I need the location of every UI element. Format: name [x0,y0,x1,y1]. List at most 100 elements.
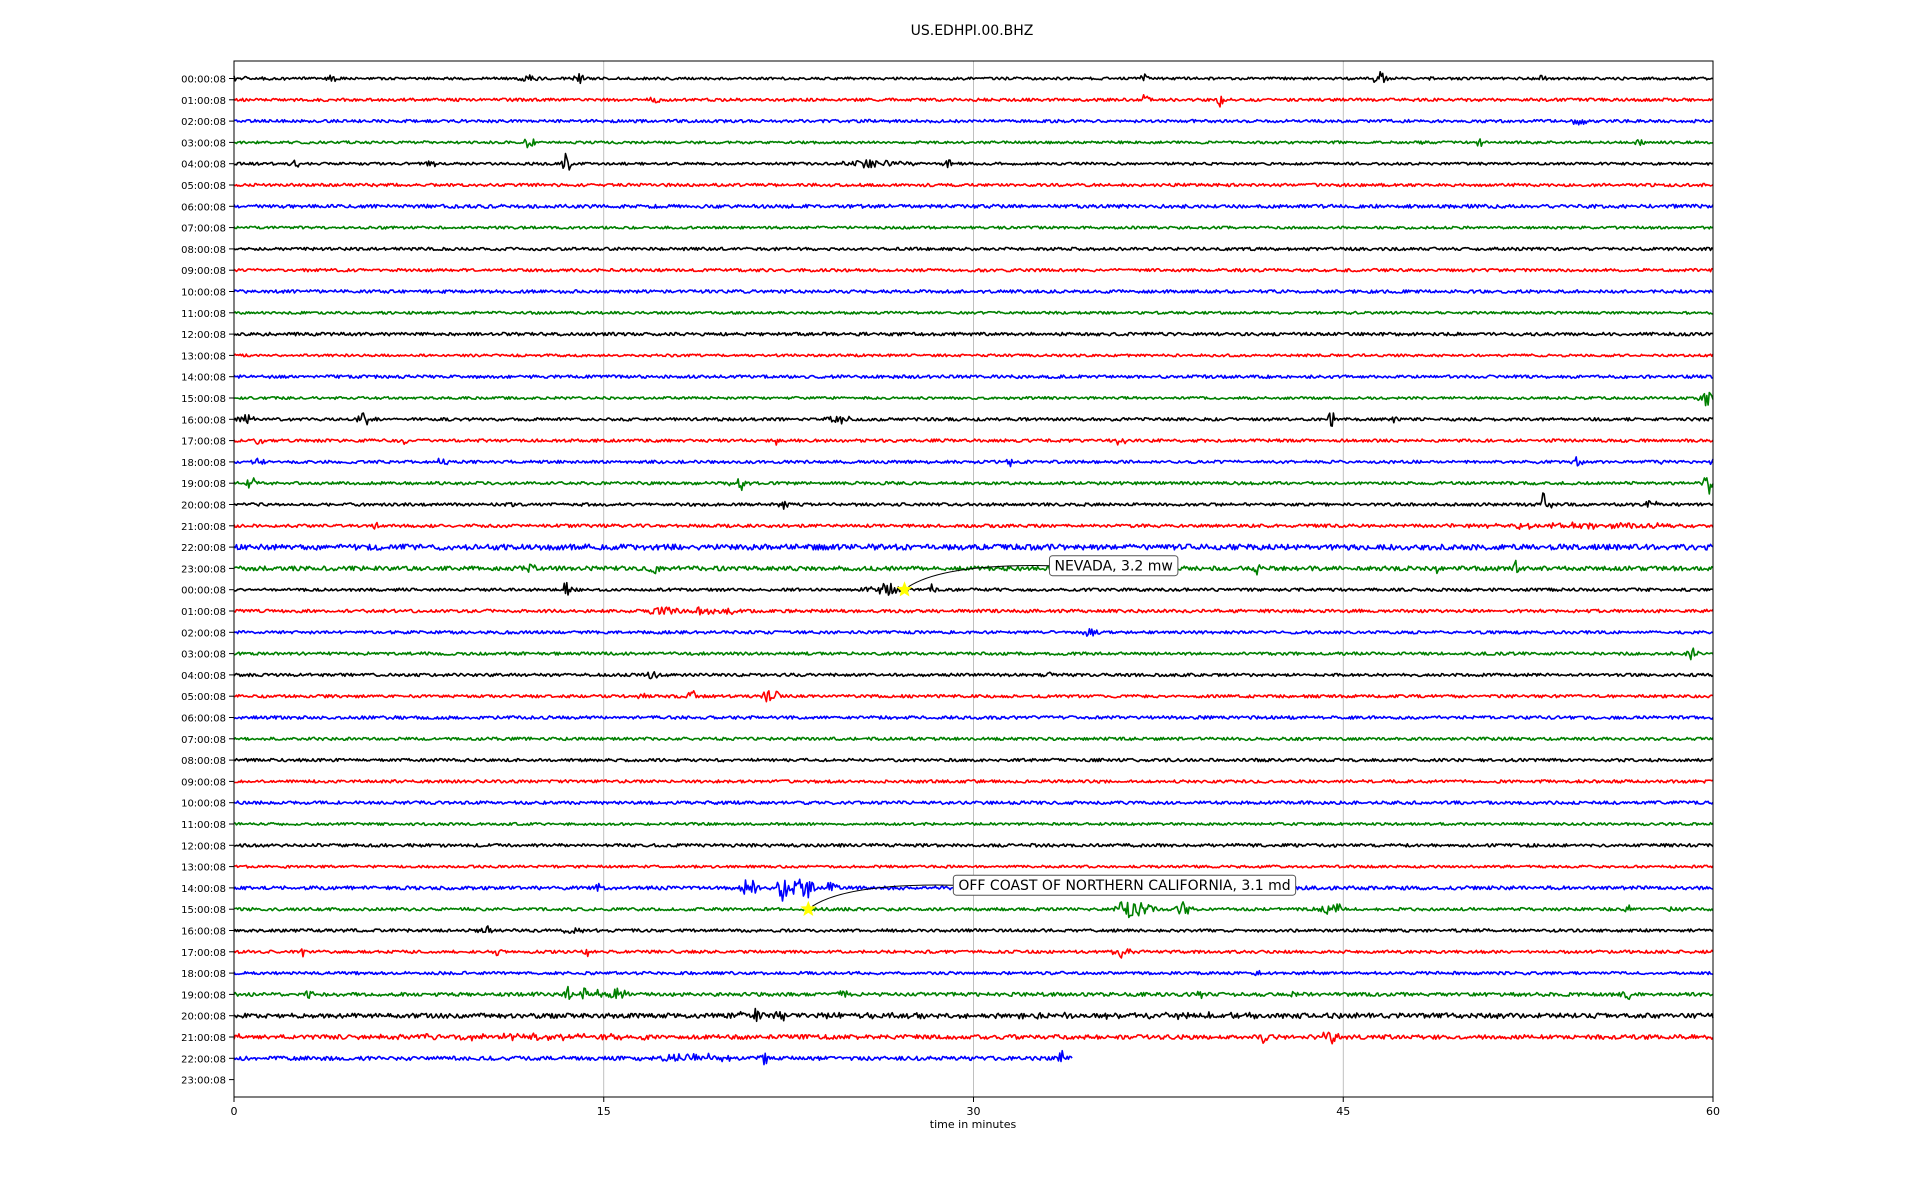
event-annotation: NEVADA, 3.2 mw [896,555,1179,597]
trace-row [233,715,1714,720]
trace-row [233,779,1714,784]
trace-row [233,1049,1073,1066]
row-time-label: 12:00:08 [181,330,226,341]
trace-row [233,438,1714,446]
chart-title: US.EDHPI.00.BHZ [911,23,1034,39]
trace-row [233,581,1714,596]
row-time-label: 06:00:08 [181,202,226,213]
row-time-label: 09:00:08 [181,777,226,788]
row-time-label: 07:00:08 [181,224,226,235]
row-time-label: 15:00:08 [181,394,226,405]
trace-row [233,969,1714,977]
x-axis-label: time in minutes [930,1118,1017,1131]
grid-lines [603,61,1344,1097]
event-star-icon [800,900,817,917]
event-label-box [952,874,1297,896]
row-time-label: 01:00:08 [181,607,226,618]
row-time-labels: 00:00:08 01:00:08 02:00:08 03:00:08 04:00:08… [181,75,234,1087]
row-time-label: 01:00:08 [181,96,226,107]
row-time-label: 05:00:08 [181,692,226,703]
row-time-label: 23:00:08 [181,564,226,575]
row-time-label: 14:00:08 [181,373,226,384]
trace-row [233,152,1714,171]
trace-row [233,203,1714,209]
row-time-label: 00:00:08 [181,586,226,597]
trace-row [233,690,1714,703]
trace-row [233,289,1714,294]
plot-frame [233,60,1714,1098]
trace-row [233,118,1714,126]
trace-row [233,901,1714,919]
row-time-label: 03:00:08 [181,138,226,149]
row-time-label: 17:00:08 [181,948,226,959]
x-tick-label: 45 [1336,1105,1350,1118]
row-time-label: 09:00:08 [181,266,226,277]
row-time-label: 08:00:08 [181,756,226,767]
row-time-label: 13:00:08 [181,351,226,362]
row-time-label: 23:00:08 [181,1076,226,1087]
trace-row [233,94,1714,108]
trace-row [233,543,1714,551]
trace-row [233,246,1714,252]
trace-row [233,925,1714,934]
trace-row [233,353,1714,358]
row-time-label: 21:00:08 [181,1033,226,1044]
x-tick-label: 0 [231,1105,238,1118]
trace-row [233,842,1714,848]
event-star-icon [896,581,913,597]
row-time-label: 18:00:08 [181,969,226,980]
row-time-label: 08:00:08 [181,245,226,256]
row-time-label: 04:00:08 [181,671,226,682]
row-time-label: 21:00:08 [181,522,226,533]
row-time-label: 17:00:08 [181,437,226,448]
trace-row [233,71,1714,85]
trace-row [233,671,1714,680]
trace-row [233,391,1714,407]
trace-layer [233,71,1714,1066]
x-tick-label: 30 [967,1105,981,1118]
event-arrow [812,884,954,907]
trace-row [233,412,1714,427]
row-time-label: 11:00:08 [181,309,226,320]
row-time-label: 02:00:08 [181,628,226,639]
row-time-label: 03:00:08 [181,650,226,661]
trace-row [233,374,1713,380]
row-time-label: 05:00:08 [181,181,226,192]
trace-row [233,521,1714,530]
trace-row [233,628,1714,637]
row-time-label: 13:00:08 [181,863,226,874]
row-time-label: 20:00:08 [181,501,226,512]
trace-row [233,477,1714,495]
trace-row [233,757,1714,763]
trace-row [233,800,1714,806]
row-time-label: 10:00:08 [181,288,226,299]
event-label: NEVADA, 3.2 mw [1054,559,1172,575]
row-time-label: 10:00:08 [181,799,226,810]
row-time-label: 16:00:08 [181,927,226,938]
trace-row [233,985,1714,1001]
trace-row [233,225,1714,230]
row-time-label: 12:00:08 [181,841,226,852]
trace-row [233,821,1714,827]
trace-row [233,864,1714,869]
row-time-label: 22:00:08 [181,543,226,554]
trace-row [233,331,1714,337]
row-time-label: 11:00:08 [181,820,226,831]
trace-row [233,1007,1714,1023]
row-time-label: 07:00:08 [181,735,226,746]
row-time-label: 06:00:08 [181,714,226,725]
trace-row [233,182,1714,188]
row-time-label: 22:00:08 [181,1054,226,1065]
row-time-label: 15:00:08 [181,905,226,916]
trace-row [233,606,1714,616]
x-tick-label: 60 [1706,1105,1720,1118]
event-label-box [1048,555,1179,577]
trace-row [233,492,1714,510]
row-time-label: 04:00:08 [181,160,226,171]
row-time-label: 18:00:08 [181,458,226,469]
trace-row [233,310,1714,315]
trace-row [233,138,1714,149]
event-label: OFF COAST OF NORTHERN CALIFORNIA, 3.1 md [958,878,1290,894]
row-time-label: 02:00:08 [181,117,226,128]
